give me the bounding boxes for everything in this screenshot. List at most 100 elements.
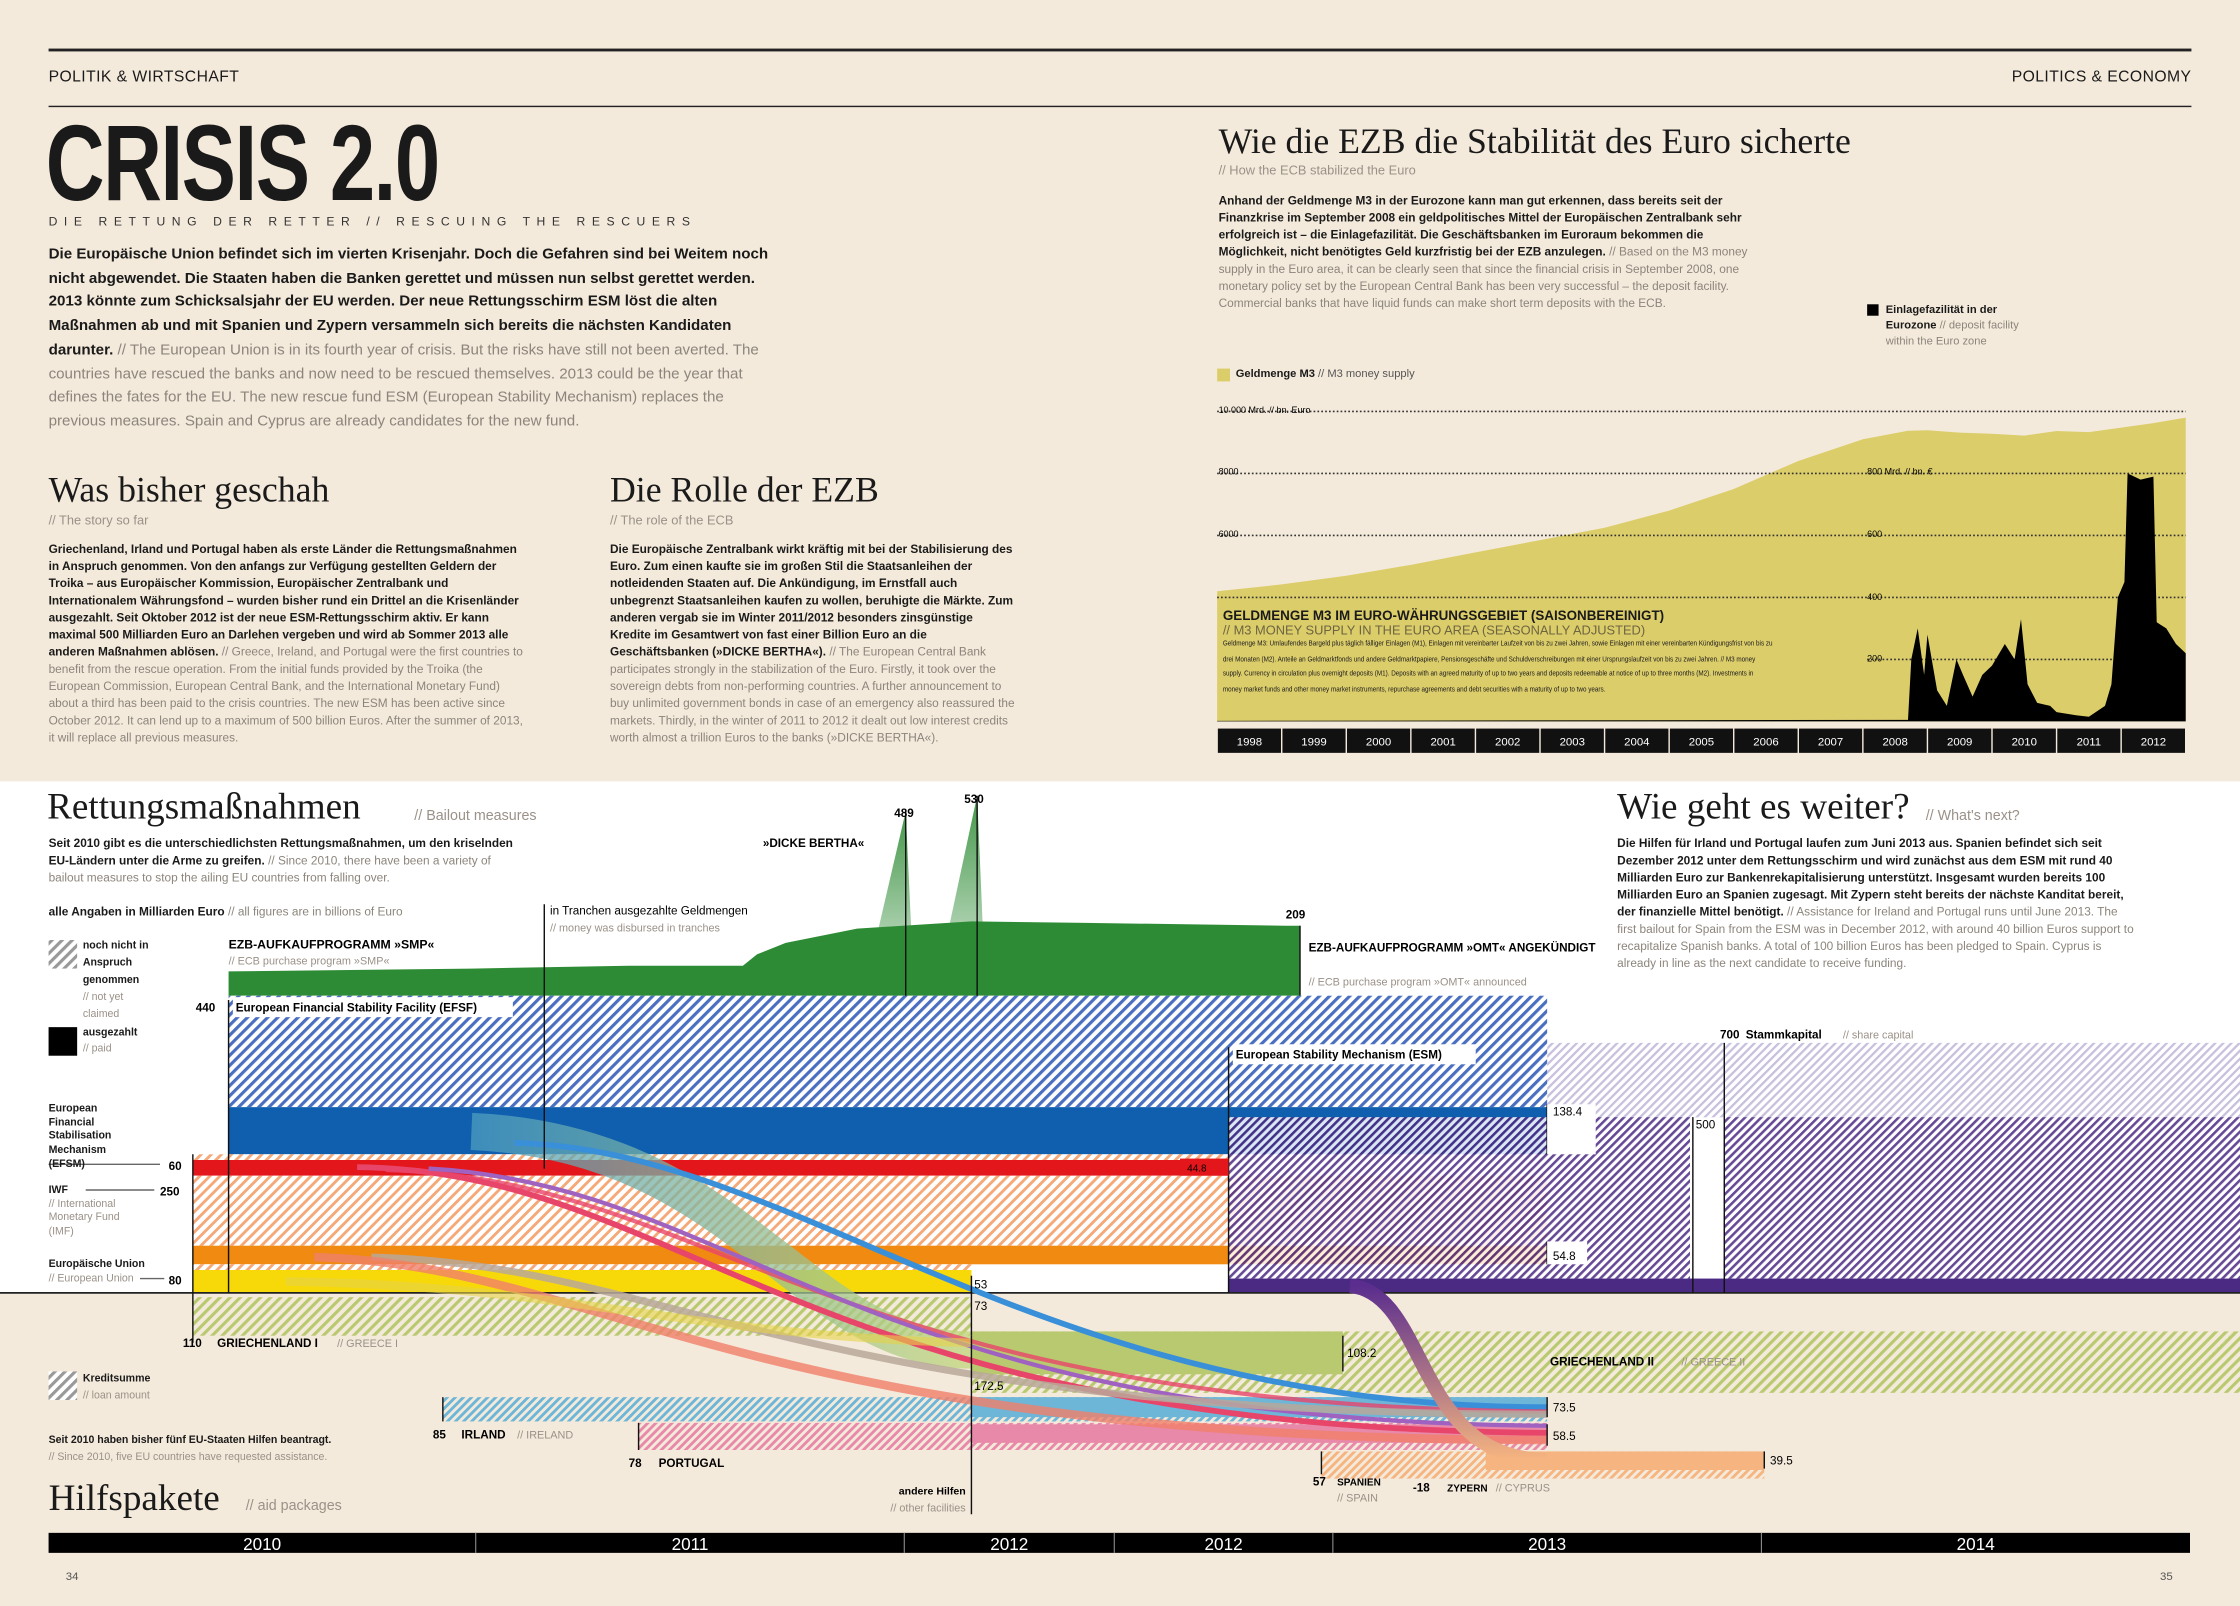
year-band — [1992, 728, 2056, 753]
bertha-value-2: 530 — [964, 793, 984, 806]
flow-eu-greece — [285, 1277, 972, 1348]
deposit-legend-de: Einlagefazilität in der Eurozone — [1885, 302, 1998, 332]
deposit-legend-en: // deposit facility within the Euro zone — [1885, 318, 2019, 348]
year-label: 2005 — [1689, 737, 1714, 749]
efsf-paid-label-bg — [1547, 1104, 1596, 1155]
legend-unclaimed-en: // not yet claimed — [82, 989, 124, 1020]
legend-paid-de: ausgezahlt — [82, 1025, 138, 1039]
bertha-tranche-1 — [862, 811, 915, 996]
efsm-paid-bar — [192, 1159, 1229, 1176]
ireland-label-en: // IRELAND — [517, 1430, 573, 1442]
efsm-total: 60 — [169, 1160, 183, 1173]
bailout-heading: Rettungsmaßnahmen — [47, 785, 361, 828]
year-label: 2011 — [2077, 737, 2102, 749]
imf-label-de: IWF — [48, 1182, 68, 1196]
esm-paid-bar — [1228, 1278, 2240, 1293]
deposit-legend-swatch — [1867, 304, 1879, 316]
imf-paid-label-bg — [1547, 1241, 1588, 1265]
time-axis-label: 2010 — [243, 1534, 281, 1554]
year-band — [2057, 728, 2121, 753]
efsm-paid-label-bg — [1179, 1158, 1229, 1176]
greece2-total: 172.5 — [974, 1380, 1004, 1393]
legend-loan: Kreditsumme // loan amount — [83, 1370, 150, 1404]
esm-capital: 700 — [1720, 1029, 1740, 1042]
legend-unclaimed-swatch — [48, 939, 78, 969]
top-rule — [48, 48, 2192, 51]
greece1-paid: 73 — [974, 1300, 987, 1313]
legend-unclaimed: noch nicht in Anspruch genommen// not ye… — [83, 937, 162, 1023]
year-label: 1998 — [1237, 737, 1262, 749]
units-en: // all figures are in billions of Euro — [227, 904, 403, 919]
bailout-intro-de: Seit 2010 gibt es die unterschiedlichste… — [48, 835, 513, 868]
ecb-role-subheading: // The role of the ECB — [609, 512, 734, 528]
flow-efsf-ireland — [514, 1140, 1548, 1410]
year-label: 2008 — [1882, 737, 1907, 749]
year-band — [1282, 728, 1346, 753]
flows — [285, 1112, 1548, 1468]
ireland-paid: 73.5 — [1553, 1401, 1576, 1414]
time-axis: 2010 2011 2012 2012 2013 2014 — [48, 1532, 2190, 1554]
cyprus-total: -18 — [1413, 1481, 1430, 1494]
m3-chart-title: GELDMENGE M3 IM EURO-WÄHRUNGSGEBIET (SAI… — [1222, 607, 1665, 623]
left-axis-label: 10 000 Mrd. // bn. Euro — [1219, 405, 1311, 415]
outlook-de: Die Hilfen für Irland und Portugal laufe… — [1617, 835, 2124, 919]
right-axis-tick: 400 — [1867, 592, 1882, 602]
header-rule — [48, 105, 2192, 108]
m3-legend-swatch — [1217, 368, 1230, 382]
right-axis-tick: 600 — [1867, 529, 1882, 539]
bertha-tranche-2 — [934, 795, 986, 996]
bailout-subheading: // Bailout measures — [414, 808, 537, 825]
m3-chart-subtitle: // M3 MONEY SUPPLY IN THE EURO AREA (SEA… — [1222, 622, 1646, 638]
story-subheading: // The story so far — [48, 512, 149, 528]
ezb-en: // Based on the M3 money supply in the E… — [1218, 244, 1748, 310]
esm-capital-de: Stammkapital — [1746, 1029, 1822, 1042]
omt-label-en: // ECB purchase program »OMT« announced — [1309, 977, 1527, 989]
year-band — [1217, 728, 1281, 753]
ecb-role-heading: Die Rolle der EZB — [609, 471, 879, 510]
outlook-heading: Wie geht es weiter? — [1617, 785, 1910, 828]
efsm-label: European Financial Stabilisation Mechani… — [48, 1101, 112, 1170]
esm-label: European Stability Mechanism (ESM) — [1236, 1049, 1442, 1062]
ecb-role-de: Die Europäische Zentralbank wirkt kräfti… — [609, 541, 1014, 659]
smp-label-en: // ECB purchase program »SMP« — [229, 955, 390, 967]
eu-paid: 53 — [974, 1279, 987, 1292]
right-axis-tick: 200 — [1867, 653, 1882, 663]
portugal-paid: 58.5 — [1553, 1430, 1576, 1443]
outlook-subheading: // What's next? — [1925, 808, 2020, 825]
esm-label-bg — [1232, 1044, 1476, 1065]
page-title: CRISIS 2.0 — [45, 103, 440, 225]
time-axis-label: 2014 — [1957, 1534, 1996, 1554]
legend-unclaimed-de: noch nicht in Anspruch genommen — [82, 938, 149, 986]
year-label: 2002 — [1495, 737, 1520, 749]
m3-chart: 1998 1999 2000 2001 2002 2003 2004 2005 2006 2007… — [1217, 410, 2186, 753]
packages-heading: Hilfspakete — [48, 1477, 220, 1519]
year-band — [1540, 728, 1604, 753]
deposit-legend: Einlagefazilität in der Eurozone // depo… — [1886, 301, 2043, 348]
outlook-en: // Assistance for Ireland and Portugal r… — [1617, 904, 2134, 970]
ireland-label: IRLAND — [461, 1429, 505, 1442]
units-note: alle Angaben in Milliarden Euro // all f… — [49, 903, 403, 920]
legend-loan-de: Kreditsumme — [82, 1371, 151, 1385]
year-band — [1605, 728, 1669, 753]
ecb-role-en: // The European Central Bank participate… — [609, 644, 1015, 745]
bertha-value-1: 489 — [894, 807, 914, 820]
ecb-role-paragraph: Die Europäische Zentralbank wirkt kräfti… — [610, 540, 1016, 746]
story-en: // Greece, Ireland, and Portugal were th… — [48, 644, 523, 745]
legend-paid-swatch — [48, 1027, 78, 1056]
m3-caption: GELDMENGE M3 IM EURO-WÄHRUNGSGEBIET (SAI… — [1223, 607, 1794, 697]
legend-loan-en: // loan amount — [82, 1388, 150, 1402]
units-de: alle Angaben in Milliarden Euro — [48, 904, 225, 919]
story-paragraph: Griechenland, Irland und Portugal haben … — [49, 540, 529, 746]
tranches-label-en: // money was disbursed in tranches — [550, 922, 721, 934]
year-band — [1798, 728, 1863, 753]
bailout-chart: »DICKE BERTHA« 489 530 209 EZB-AUFKAUFPR… — [0, 793, 2240, 1554]
m3-chart-note: Geldmenge M3: Umlaufendes Bargeld plus t… — [1222, 639, 1773, 694]
imf-label: IWF// International Monetary Fund (IMF) — [49, 1183, 135, 1238]
page-number-right: 35 — [2159, 1569, 2173, 1583]
greece1-label-en: // GREECE I — [337, 1338, 398, 1350]
spain-total: 57 — [1313, 1476, 1326, 1489]
year-label: 2009 — [1947, 737, 1972, 749]
year-label: 2001 — [1430, 737, 1455, 749]
